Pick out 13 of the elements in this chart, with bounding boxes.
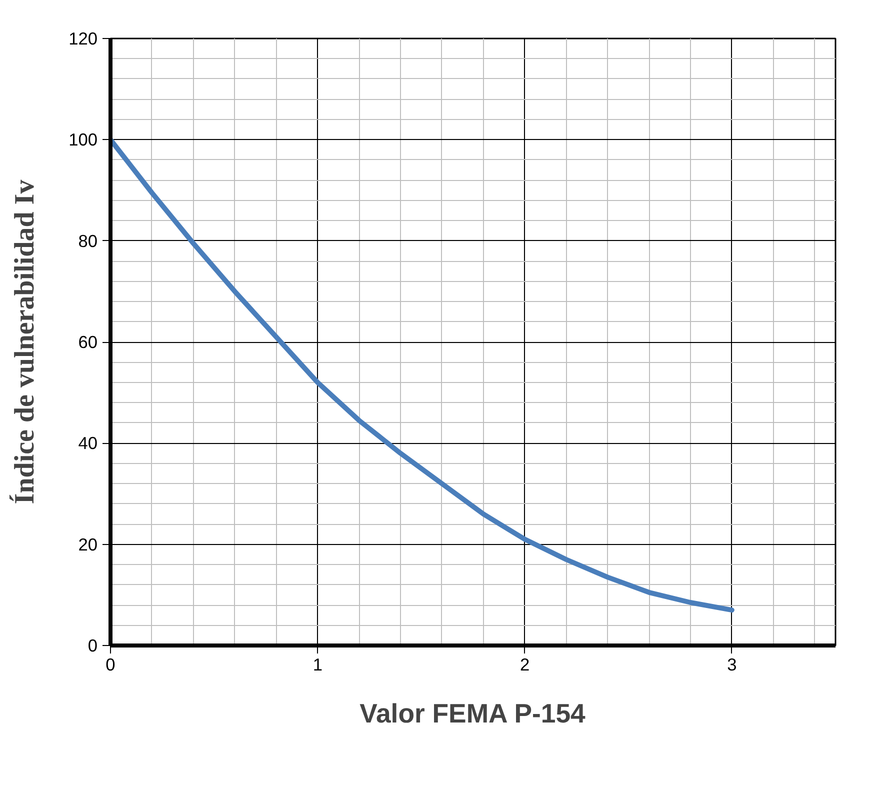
y-tick-label: 40 xyxy=(78,433,98,454)
x-tick-label: 1 xyxy=(312,654,322,674)
y-axis-title: Índice de vulnerabilidad Iv xyxy=(8,180,41,504)
y-tick-label: 100 xyxy=(68,130,98,150)
y-tick-label: 60 xyxy=(78,332,98,352)
y-tick-label: 0 xyxy=(88,636,98,656)
x-axis-title: Valor FEMA P-154 xyxy=(360,698,586,728)
y-tick-label: 80 xyxy=(78,230,98,251)
y-tick-label: 20 xyxy=(78,534,98,554)
x-tick-label: 3 xyxy=(727,654,737,674)
x-tick-label: 0 xyxy=(106,654,116,674)
x-tick-label: 2 xyxy=(520,654,530,674)
y-tick-label: 120 xyxy=(68,28,98,48)
